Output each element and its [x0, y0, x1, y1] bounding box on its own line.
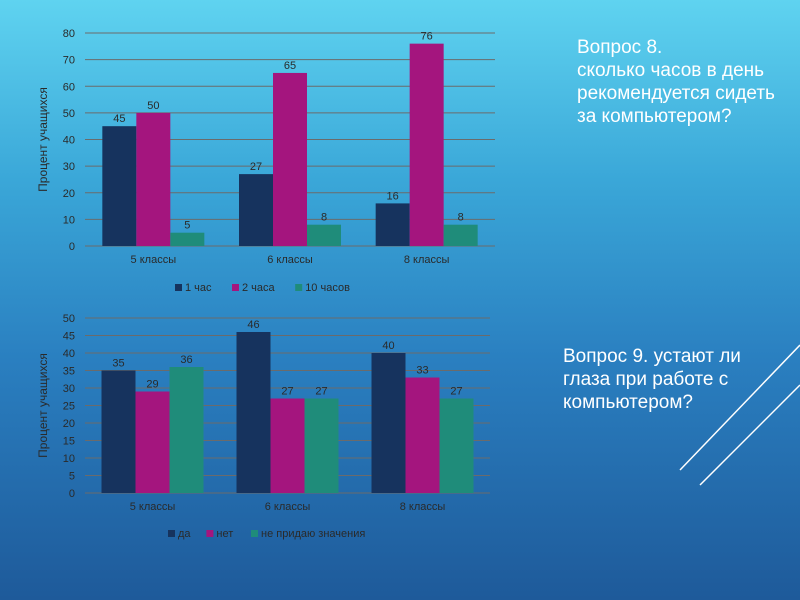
legend-swatch: [168, 530, 175, 537]
y-tick-label: 45: [63, 331, 75, 343]
y-tick-label: 10: [63, 214, 75, 226]
legend-label: да: [178, 528, 191, 540]
legend-swatch: [206, 530, 214, 537]
y-tick-label: 25: [63, 401, 75, 413]
bar: [439, 398, 474, 493]
legend-swatch: [295, 284, 303, 291]
y-tick-label: 30: [63, 161, 75, 173]
bar: [409, 43, 444, 247]
data-label: 36: [180, 354, 192, 366]
y-tick-label: 35: [63, 366, 75, 378]
y-tick-label: 20: [63, 188, 75, 200]
bar: [136, 112, 171, 246]
bar: [304, 398, 339, 493]
deco-line-1: [679, 344, 800, 471]
question-8-text: Вопрос 8. сколько часов в день рекоменду…: [577, 37, 775, 127]
data-label: 65: [284, 60, 296, 72]
bar: [101, 370, 136, 493]
y-axis-label: Процент учащихся: [36, 87, 50, 192]
deco-line-2: [699, 384, 800, 486]
data-label: 27: [250, 161, 262, 173]
bar: [236, 332, 271, 493]
data-label: 29: [146, 379, 158, 391]
data-label: 27: [315, 386, 327, 398]
y-tick-label: 30: [63, 383, 75, 395]
y-tick-label: 5: [69, 471, 75, 483]
bar: [170, 232, 205, 246]
x-tick-label: 8 классы: [400, 501, 446, 513]
legend-label: 2 часа: [242, 282, 276, 294]
y-tick-label: 40: [63, 348, 75, 360]
bar: [443, 224, 478, 246]
bar: [102, 126, 137, 246]
legend-label: 10 часов: [305, 282, 350, 294]
bar: [270, 398, 305, 493]
data-label: 27: [281, 386, 293, 398]
y-tick-label: 40: [63, 135, 75, 147]
y-tick-label: 0: [69, 488, 75, 500]
bar: [375, 203, 410, 246]
x-tick-label: 8 классы: [404, 254, 450, 266]
bar: [307, 224, 341, 246]
bar: [405, 377, 440, 493]
data-label: 5: [184, 220, 190, 232]
legend-swatch: [232, 284, 239, 291]
bar: [273, 72, 307, 246]
legend-label: не придаю значения: [261, 528, 365, 540]
y-tick-label: 15: [63, 436, 75, 448]
data-label: 8: [458, 212, 464, 224]
legend-swatch: [251, 530, 258, 537]
question-9-text: Вопрос 9. устают ли глаза при работе с к…: [563, 346, 741, 413]
x-tick-label: 6 классы: [267, 254, 313, 266]
data-label: 8: [321, 212, 327, 224]
y-tick-label: 20: [63, 418, 75, 430]
data-label: 40: [382, 340, 394, 352]
data-label: 33: [416, 365, 428, 377]
legend-label: нет: [216, 528, 233, 540]
y-tick-label: 70: [63, 55, 75, 67]
data-label: 45: [113, 113, 125, 125]
x-tick-label: 5 классы: [131, 254, 177, 266]
bar: [169, 367, 204, 493]
data-label: 27: [450, 386, 462, 398]
y-tick-label: 60: [63, 81, 75, 93]
data-label: 50: [147, 100, 159, 112]
y-tick-label: 10: [63, 453, 75, 465]
x-tick-label: 5 классы: [130, 501, 176, 513]
y-tick-label: 50: [63, 313, 75, 325]
bar: [239, 174, 273, 246]
legend-swatch: [175, 284, 182, 291]
y-tick-label: 80: [63, 28, 75, 40]
y-tick-label: 0: [69, 241, 75, 253]
y-axis-label: Процент учащихся: [36, 353, 50, 458]
data-label: 35: [112, 358, 124, 370]
data-label: 46: [247, 319, 259, 331]
bar: [371, 353, 406, 493]
legend-label: 1 час: [185, 282, 212, 294]
data-label: 76: [421, 31, 433, 43]
y-tick-label: 50: [63, 108, 75, 120]
x-tick-label: 6 классы: [265, 501, 311, 513]
chart-eyes-tired: 0 5 10 15 20 25 30 35 40 45 50 Процент учащихся 35 29…: [36, 313, 490, 540]
data-label: 16: [387, 190, 399, 202]
bar: [135, 391, 170, 493]
